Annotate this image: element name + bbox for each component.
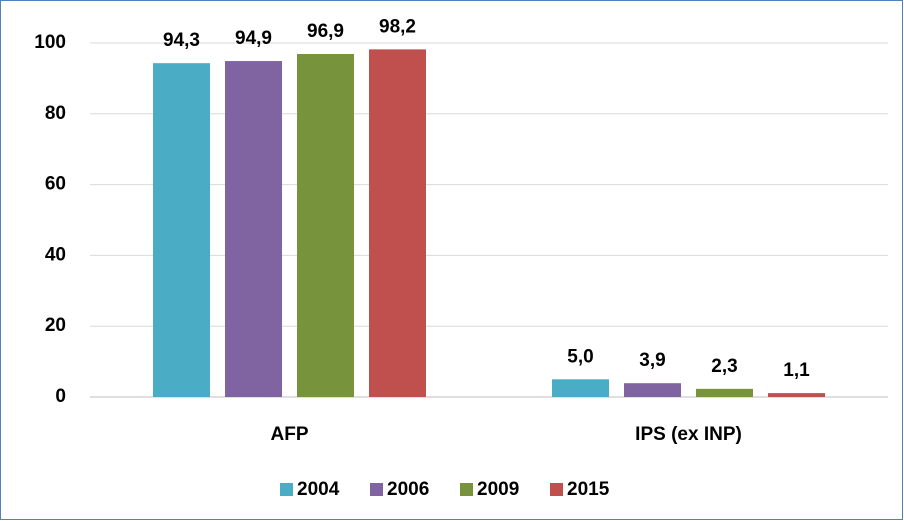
y-tick-label: 0 [55,386,66,407]
data-label: 94,3 [163,30,200,51]
y-tick-label: 20 [45,315,66,336]
legend-label: 2009 [477,479,519,500]
bar [297,53,354,397]
data-label: 1,1 [783,360,810,381]
bar [624,383,681,397]
data-label: 94,9 [235,28,272,49]
bar [369,49,426,397]
x-tick-label: AFP [271,424,309,445]
legend-swatch [280,483,293,496]
x-tick-label: IPS (ex INP) [635,424,742,445]
y-tick-label: 40 [45,244,66,265]
legend-label: 2015 [567,479,610,500]
y-tick-label: 80 [45,103,66,124]
bar [153,63,210,397]
data-label: 2,3 [711,356,737,377]
legend-swatch [370,483,383,496]
data-label: 98,2 [379,16,416,37]
legend-label: 2006 [387,479,429,500]
legend-label: 2004 [297,479,340,500]
bar [552,379,609,397]
data-label: 96,9 [307,21,344,42]
bar [696,388,753,397]
y-tick-label: 60 [45,174,66,195]
bar [225,61,282,397]
y-tick-label: 100 [34,32,66,53]
data-label: 5,0 [567,346,593,367]
legend-swatch [460,483,473,496]
bar [768,393,825,397]
data-label: 3,9 [639,350,665,371]
legend-swatch [550,483,563,496]
